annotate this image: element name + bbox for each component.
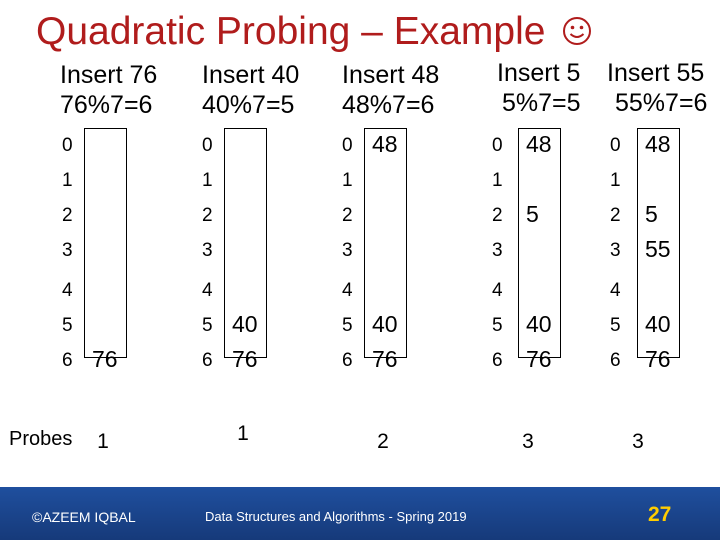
row-index: 5 bbox=[342, 315, 353, 336]
hash-table-column bbox=[637, 128, 680, 358]
table-cell-value: 76 bbox=[645, 346, 671, 372]
row-index: 3 bbox=[342, 240, 353, 261]
row-index: 0 bbox=[202, 135, 213, 156]
step-1-op: Insert 76 bbox=[60, 61, 158, 89]
hash-table-column bbox=[518, 128, 561, 358]
table-cell-value: 48 bbox=[372, 131, 398, 157]
row-index: 3 bbox=[62, 240, 73, 261]
row-index: 3 bbox=[202, 240, 213, 261]
row-index: 4 bbox=[202, 280, 213, 301]
table-cell-value: 48 bbox=[526, 131, 552, 157]
row-index: 1 bbox=[492, 170, 503, 191]
row-index: 6 bbox=[202, 350, 213, 371]
row-index: 0 bbox=[342, 135, 353, 156]
probe-count: 2 bbox=[377, 430, 389, 453]
table-cell-value: 40 bbox=[526, 311, 552, 337]
step-5-hash: 55%7=6 bbox=[615, 89, 708, 117]
table-cell-value: 5 bbox=[526, 201, 539, 227]
table-cell-value: 76 bbox=[372, 346, 398, 372]
row-index: 4 bbox=[610, 280, 621, 301]
table-cell-value: 76 bbox=[526, 346, 552, 372]
step-3-hash: 48%7=6 bbox=[342, 91, 435, 119]
row-index: 5 bbox=[202, 315, 213, 336]
table-cell-value: 40 bbox=[372, 311, 398, 337]
row-index: 2 bbox=[610, 205, 621, 226]
page-number: 27 bbox=[648, 503, 672, 526]
hash-table-column bbox=[84, 128, 127, 358]
step-1-hash: 76%7=6 bbox=[60, 91, 153, 119]
row-index: 1 bbox=[202, 170, 213, 191]
probes-label: Probes bbox=[9, 428, 73, 450]
row-index: 5 bbox=[610, 315, 621, 336]
slide-title-text: Quadratic Probing – Example bbox=[36, 10, 546, 53]
table-cell-value: 40 bbox=[232, 311, 258, 337]
row-index: 5 bbox=[492, 315, 503, 336]
table-cell-value: 76 bbox=[92, 346, 118, 372]
row-index: 2 bbox=[342, 205, 353, 226]
step-4-op: Insert 5 bbox=[497, 59, 581, 87]
smiley-icon bbox=[563, 17, 592, 45]
step-2-op: Insert 40 bbox=[202, 61, 300, 89]
hash-table-column bbox=[224, 128, 267, 358]
table-cell-value: 48 bbox=[645, 131, 671, 157]
row-index: 6 bbox=[342, 350, 353, 371]
table-cell-value: 5 bbox=[645, 201, 658, 227]
row-index: 6 bbox=[610, 350, 621, 371]
slide-title: Quadratic Probing – Example bbox=[36, 10, 592, 54]
footer-course: Data Structures and Algorithms - Spring … bbox=[205, 509, 467, 524]
probe-count: 3 bbox=[632, 430, 644, 453]
row-index: 5 bbox=[62, 315, 73, 336]
row-index: 6 bbox=[62, 350, 73, 371]
row-index: 1 bbox=[342, 170, 353, 191]
row-index: 2 bbox=[62, 205, 73, 226]
step-2-hash: 40%7=5 bbox=[202, 91, 295, 119]
row-index: 0 bbox=[610, 135, 621, 156]
row-index: 0 bbox=[62, 135, 73, 156]
footer-author: ©AZEEM IQBAL bbox=[32, 509, 136, 525]
row-index: 3 bbox=[492, 240, 503, 261]
step-3-op: Insert 48 bbox=[342, 61, 440, 89]
table-cell-value: 40 bbox=[645, 311, 671, 337]
hash-table-column bbox=[364, 128, 407, 358]
row-index: 2 bbox=[492, 205, 503, 226]
row-index: 4 bbox=[62, 280, 73, 301]
step-5-op: Insert 55 bbox=[607, 59, 705, 87]
row-index: 1 bbox=[62, 170, 73, 191]
table-cell-value: 76 bbox=[232, 346, 258, 372]
row-index: 6 bbox=[492, 350, 503, 371]
row-index: 0 bbox=[492, 135, 503, 156]
row-index: 1 bbox=[610, 170, 621, 191]
footer-bar bbox=[0, 487, 720, 540]
step-4-hash: 5%7=5 bbox=[502, 89, 581, 117]
probe-count: 1 bbox=[97, 430, 109, 453]
row-index: 2 bbox=[202, 205, 213, 226]
row-index: 3 bbox=[610, 240, 621, 261]
probe-count: 3 bbox=[522, 430, 534, 453]
row-index: 4 bbox=[342, 280, 353, 301]
probe-count: 1 bbox=[237, 422, 249, 445]
table-cell-value: 55 bbox=[645, 236, 671, 262]
row-index: 4 bbox=[492, 280, 503, 301]
